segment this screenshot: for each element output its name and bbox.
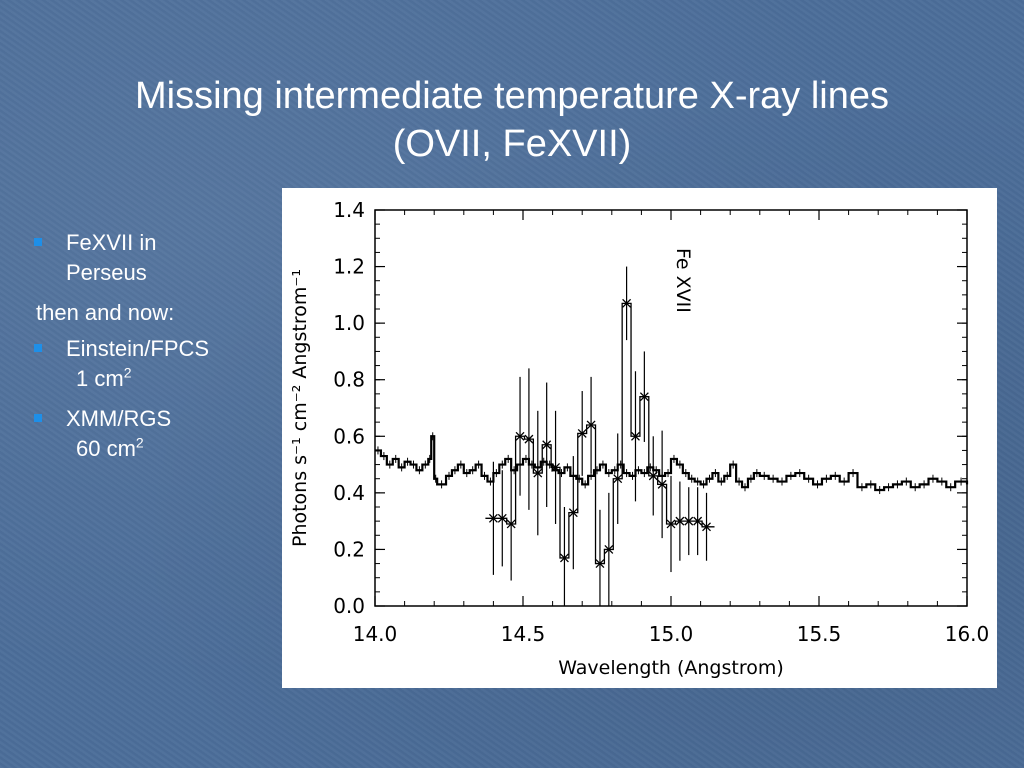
plot-background [282, 188, 997, 688]
superscript: 2 [123, 364, 132, 381]
square-bullet-icon [34, 414, 42, 422]
plain-text: then and now: [36, 300, 175, 325]
spectrum-chart: 0.0 0.2 0.4 0.6 0.8 1.0 1.2 1.4 14.0 14.5 15.0 15.5… [282, 188, 997, 688]
slide-title: Missing intermediate temperature X-ray l… [0, 72, 1024, 168]
x-tick-label: 14.5 [501, 622, 546, 646]
x-axis-label: Wavelength (Angstrom) [558, 657, 784, 679]
y-tick-label: 1.0 [333, 311, 365, 335]
bullet-item: Einstein/FPCS 1 cm2 [30, 334, 270, 394]
bullet-subtext: 60 cm2 [66, 434, 270, 464]
slide-title-line1: Missing intermediate temperature X-ray l… [135, 75, 889, 117]
square-bullet-icon [34, 344, 42, 352]
y-axis-label: Photons s⁻¹ cm⁻² Angstrom⁻¹ [289, 269, 311, 547]
y-tick-label: 0.4 [333, 481, 365, 505]
area-text: 60 cm [76, 436, 136, 461]
plain-text-line: then and now: [30, 298, 270, 328]
fe-xvii-annotation: Fe XVII [672, 248, 694, 313]
spectrum-plot: 0.0 0.2 0.4 0.6 0.8 1.0 1.2 1.4 14.0 14.5 15.0 15.5… [282, 188, 997, 688]
bullet-text: Perseus [66, 260, 147, 285]
y-tick-label: 1.2 [333, 255, 365, 279]
x-tick-label: 16.0 [945, 622, 990, 646]
bullet-item: FeXVII in Perseus [30, 228, 270, 288]
slide-title-line2: (OVII, FeXVII) [392, 123, 632, 165]
bullet-text: FeXVII in [66, 230, 157, 255]
y-tick-label: 0.6 [333, 424, 365, 448]
y-tick-label: 0.8 [333, 368, 365, 392]
area-text: 1 cm [76, 366, 124, 391]
x-tick-label: 14.0 [353, 622, 398, 646]
x-tick-label: 15.0 [649, 622, 694, 646]
superscript: 2 [135, 434, 144, 451]
square-bullet-icon [34, 238, 42, 246]
bullet-item: XMM/RGS 60 cm2 [30, 404, 270, 464]
series-einstein-fpcs-step-line [485, 302, 715, 565]
bullet-text: XMM/RGS [66, 406, 172, 431]
y-tick-label: 1.4 [333, 198, 365, 222]
y-tick-label: 0.0 [333, 594, 365, 618]
bullet-text: Einstein/FPCS [66, 336, 210, 361]
y-tick-label: 0.2 [333, 537, 365, 561]
x-tick-label: 15.5 [797, 622, 842, 646]
bullet-list: FeXVII in Perseus then and now: Einstein… [30, 228, 270, 474]
bullet-subtext: 1 cm2 [66, 364, 270, 394]
